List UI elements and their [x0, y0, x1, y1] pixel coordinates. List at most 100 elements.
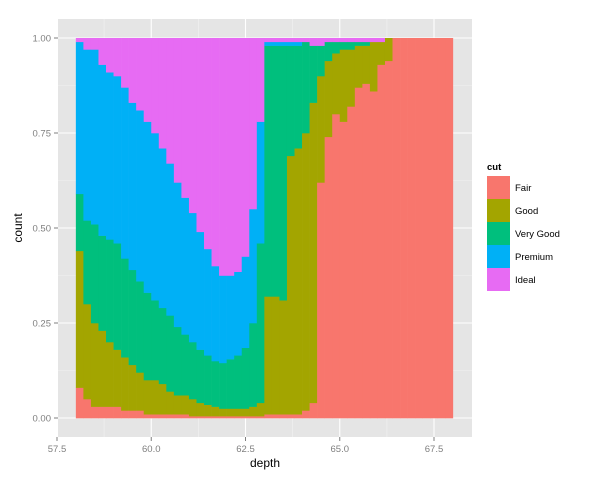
bar-segment-fair [166, 414, 175, 419]
bar-segment-very-good [362, 41, 371, 46]
bar-segment-very-good [181, 334, 190, 396]
bar-segment-very-good [98, 235, 107, 331]
bar-segment-good [143, 380, 152, 415]
bar-segment-fair [279, 414, 288, 419]
bar-segment-premium [128, 102, 137, 271]
bar-segment-good [196, 402, 205, 417]
bar-segment-fair [271, 414, 280, 419]
bar-segment-ideal [241, 38, 250, 257]
bar-segment-premium [75, 41, 84, 195]
bar-segment-fair [256, 416, 265, 419]
bar-segment-premium [173, 182, 182, 328]
bar-segment-very-good [106, 239, 114, 343]
bar-segment-fair [219, 416, 227, 419]
bar-segment-good [234, 408, 243, 417]
bar-segment-good [264, 296, 273, 415]
bar-segment-very-good [332, 41, 341, 54]
bar-segment-ideal [98, 38, 107, 65]
bar-segment-very-good [136, 281, 145, 373]
bar-segment-very-good [166, 315, 175, 392]
x-tick-label: 62.5 [236, 444, 255, 455]
bar-segment-fair [437, 38, 446, 419]
bar-segment-good [158, 383, 167, 415]
bar-segment-very-good [256, 243, 265, 404]
bar-segment-fair [188, 416, 197, 419]
bar-segment-premium [188, 212, 197, 343]
bar-segment-good [249, 406, 258, 417]
bar-segment-good [188, 399, 197, 417]
legend-key-premium [487, 245, 510, 268]
bar-segment-fair [302, 410, 310, 419]
y-tick-label: 0.50 [33, 224, 52, 235]
bar-segment-premium [98, 64, 107, 236]
legend-label: Good [515, 206, 538, 217]
bar-segment-fair [173, 414, 182, 419]
bar-segment-good [151, 380, 160, 415]
bar-segment-fair [90, 406, 99, 419]
bar-segment-fair [400, 38, 408, 419]
bar-segment-ideal [256, 38, 265, 122]
bar-segment-fair [347, 106, 356, 419]
bar-segment-ideal [90, 38, 99, 50]
y-tick-label: 0.00 [33, 414, 52, 425]
bar-segment-good [347, 49, 356, 107]
legend-key-ideal [487, 268, 510, 291]
bar-segment-premium [286, 41, 295, 46]
legend-key-very-good [487, 222, 510, 245]
bar-segment-good [256, 402, 265, 417]
bar-segment-good [83, 304, 92, 400]
bar-segment-good [384, 38, 393, 62]
bar-segment-premium [219, 275, 227, 364]
legend-label: Very Good [515, 229, 560, 240]
bar-segment-good [332, 53, 341, 115]
bar-segment-premium [211, 266, 220, 362]
bar-segment-good [128, 364, 137, 411]
bar-segment-fair [445, 38, 454, 419]
bar-segment-ideal [317, 38, 325, 46]
bar-segment-ideal [211, 38, 220, 267]
bar-segment-premium [158, 148, 167, 309]
bar-segment-fair [106, 406, 114, 419]
bar-segment-ideal [226, 38, 235, 276]
bar-segment-premium [151, 133, 160, 301]
bar-segment-ideal [332, 38, 341, 43]
bar-segment-ideal [324, 38, 333, 43]
bar-segment-fair [415, 38, 423, 419]
y-tick-label: 0.75 [33, 129, 52, 140]
bar-segment-ideal [369, 38, 378, 43]
bar-segment-good [90, 323, 99, 407]
bar-segment-fair [339, 121, 348, 419]
bar-segment-very-good [211, 361, 220, 407]
bar-segment-good [309, 102, 318, 404]
bar-segment-fair [226, 416, 235, 419]
bar-segment-good [166, 391, 175, 415]
bar-segment-good [113, 349, 122, 407]
bar-segment-fair [264, 414, 273, 419]
bar-segment-ideal [143, 38, 152, 122]
x-tick-label: 57.5 [48, 444, 67, 455]
bar-segment-ideal [271, 38, 280, 43]
bar-segment-fair [407, 38, 416, 419]
x-tick-label: 67.5 [425, 444, 444, 455]
bar-segment-very-good [354, 41, 363, 46]
bar-segment-fair [369, 91, 378, 419]
bar-segment-very-good [90, 224, 99, 324]
bar-segment-fair [211, 416, 220, 419]
bar-segment-ideal [75, 38, 84, 43]
bar-segment-very-good [347, 41, 356, 50]
legend-label: Premium [515, 252, 553, 263]
bar-segment-fair [75, 387, 84, 419]
bar-segment-good [369, 41, 378, 92]
bar-segment-ideal [279, 38, 288, 43]
bar-segment-ideal [309, 38, 318, 46]
bar-segment-ideal [166, 38, 175, 164]
bar-segment-premium [181, 197, 190, 335]
y-axis-title: count [11, 213, 25, 243]
bar-segment-very-good [151, 300, 160, 381]
bar-segment-premium [143, 121, 152, 293]
bar-segment-very-good [121, 258, 129, 358]
bar-segment-fair [151, 414, 160, 419]
bar-segment-good [302, 133, 310, 411]
bar-segment-good [271, 296, 280, 415]
bar-segment-good [324, 60, 333, 138]
